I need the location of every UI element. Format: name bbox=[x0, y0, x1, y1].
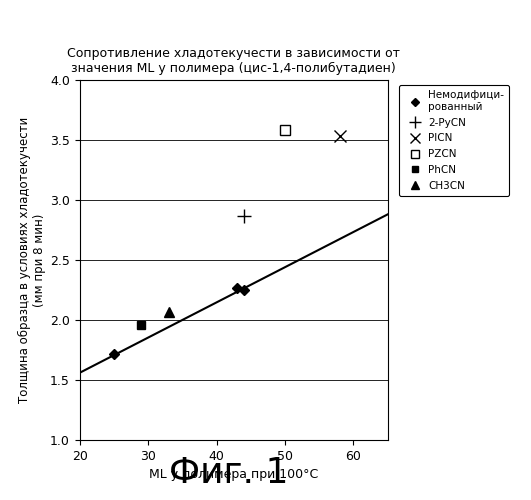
X-axis label: ML у полимера при 100°C: ML у полимера при 100°C bbox=[149, 468, 318, 481]
Legend: Немодифици-
рованный, 2-PyCN, PlCN, PZCN, PhCN, CH3CN: Немодифици- рованный, 2-PyCN, PlCN, PZCN… bbox=[399, 85, 509, 196]
Text: Фиг. 1: Фиг. 1 bbox=[168, 456, 288, 490]
Title: Сопротивление хладотекучести в зависимости от
значения ML у полимера (цис-1,4-по: Сопротивление хладотекучести в зависимос… bbox=[67, 46, 400, 74]
Y-axis label: Толщина образца в условиях хладотекучести
(мм при 8 мин): Толщина образца в условиях хладотекучест… bbox=[18, 117, 46, 403]
